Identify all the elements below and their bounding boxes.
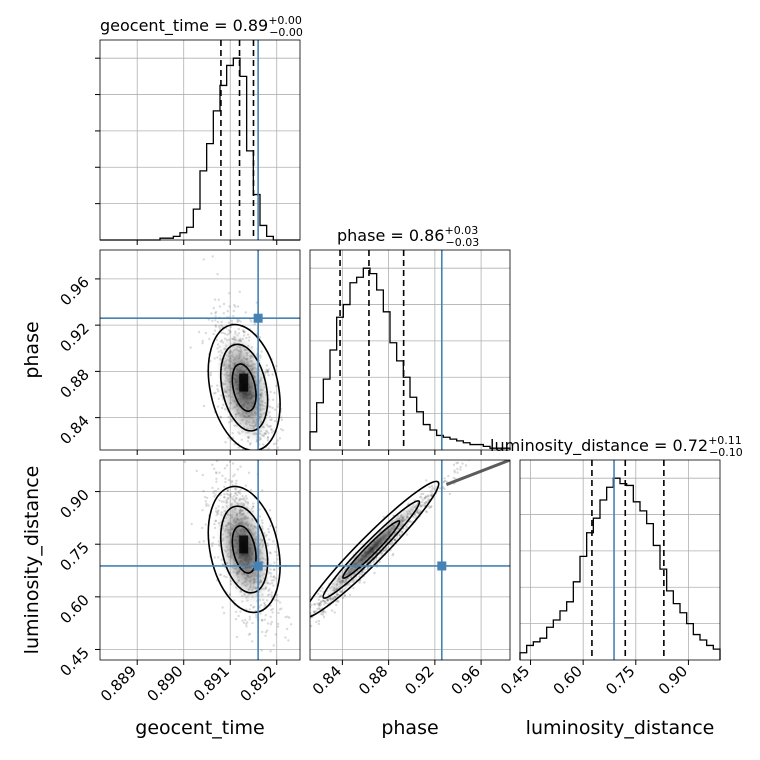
panel-luminosity_distance-vs-geocent_time-frame	[99, 459, 301, 661]
contour	[342, 520, 401, 579]
x-tick-label: 0.84	[309, 662, 345, 698]
x-tick-label: 0.45	[497, 662, 533, 698]
x-tick-label: 0.90	[655, 662, 691, 698]
truth-marker	[253, 313, 263, 323]
x-tick-label: 0.60	[550, 662, 586, 698]
title-luminosity_distance: luminosity_distance = 0.72+0.11 −0.10	[490, 434, 743, 459]
panel-luminosity_distance-vs-luminosity_distance-frame	[519, 459, 721, 661]
y-tick-label: 0.84	[56, 412, 92, 448]
contour	[231, 525, 257, 574]
y-tick-label: 0.45	[56, 644, 92, 680]
x-tick-label: 0.92	[401, 662, 437, 698]
panel-geocent_time-vs-geocent_time-frame	[99, 39, 301, 241]
contour	[220, 505, 269, 594]
ylabel-luminosity_distance: luminosity_distance	[21, 466, 43, 655]
y-tick-label: 0.92	[56, 319, 92, 355]
title-phase: phase = 0.86+0.03 −0.03	[337, 224, 479, 249]
x-tick-label: 0.892	[236, 662, 279, 705]
y-tick-label: 0.90	[56, 486, 92, 522]
contour	[231, 363, 257, 412]
x-tick-label: 0.891	[190, 662, 233, 705]
x-tick-label: 0.88	[355, 662, 391, 698]
density-peak	[239, 373, 249, 392]
y-tick-label: 0.75	[56, 538, 92, 574]
y-tick-label: 0.60	[56, 591, 92, 627]
contour	[310, 480, 440, 619]
x-tick-label: 0.890	[143, 662, 186, 705]
x-tick-label: 0.75	[602, 662, 638, 698]
contour-tail	[445, 460, 510, 486]
contour	[322, 500, 421, 599]
histogram-luminosity_distance	[519, 477, 721, 660]
contour	[220, 343, 269, 432]
panel-phase-vs-phase-frame	[309, 249, 511, 451]
density-blob	[321, 499, 421, 600]
panel-luminosity_distance-vs-geocent_time-density	[183, 460, 293, 653]
xlabel-luminosity_distance: luminosity_distance	[526, 717, 715, 739]
panel-phase-vs-geocent_time-density	[179, 255, 285, 450]
histogram-phase	[309, 267, 511, 450]
truth-marker	[253, 561, 263, 571]
x-tick-label: 0.96	[448, 662, 484, 698]
xlabel-geocent_time: geocent_time	[135, 717, 264, 739]
ylabel-phase: phase	[21, 321, 43, 378]
panel-phase-vs-geocent_time-frame	[99, 249, 301, 451]
title-geocent_time: geocent_time = 0.89+0.00 −0.00	[100, 14, 303, 39]
xlabel-phase: phase	[381, 717, 438, 739]
histogram-geocent_time	[100, 57, 300, 241]
x-tick-label: 0.889	[97, 662, 140, 705]
density-peak	[239, 535, 249, 554]
panel-luminosity_distance-vs-phase-frame	[309, 459, 511, 661]
density-group	[310, 480, 440, 619]
y-tick-label: 0.88	[56, 365, 92, 401]
panel-luminosity_distance-vs-phase-density	[310, 460, 510, 628]
contour	[207, 323, 281, 450]
y-tick-label: 0.96	[56, 273, 92, 309]
truth-marker	[437, 561, 447, 571]
